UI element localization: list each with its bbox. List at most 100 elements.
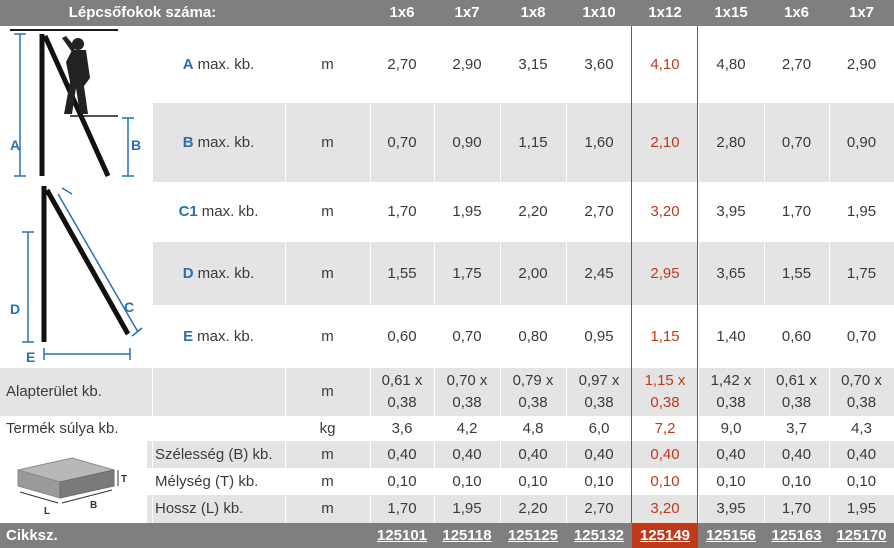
value-cell: 1,70 xyxy=(370,495,434,523)
dimension-label-b: B xyxy=(131,137,141,153)
ladder-illustration-bottom: C D E xyxy=(0,182,152,368)
value-cell: 3,95 xyxy=(698,182,764,242)
dimension-label-e: E xyxy=(26,349,35,365)
article-number-link[interactable]: 125132 xyxy=(566,523,632,548)
row-label-c1: C1 max. kb. xyxy=(152,182,285,242)
value-cell: 2,95 xyxy=(632,242,698,305)
area-value: 0,70 x 0,38 xyxy=(447,370,488,414)
value-cell: 0,61 x 0,38 xyxy=(370,368,434,416)
article-number-link[interactable]: 125170 xyxy=(829,523,894,548)
dimension-letter: D xyxy=(182,264,194,282)
dimension-letter: E xyxy=(183,327,194,345)
value-cell: 1,95 xyxy=(829,182,894,242)
row-label-text: max. kb. xyxy=(197,264,255,282)
row-label-text: max. kb. xyxy=(197,327,254,345)
area-value: 0,61 x 0,38 xyxy=(776,370,817,414)
article-number-link[interactable]: 125156 xyxy=(698,523,764,548)
value-cell: 2,70 xyxy=(370,26,434,103)
value-cell: 0,10 xyxy=(764,468,829,495)
value-cell: 1,40 xyxy=(698,305,764,368)
value-cell: 3,95 xyxy=(698,495,764,523)
box-label-t: T xyxy=(121,474,127,485)
row-label-area: Alapterület kb. xyxy=(0,368,285,416)
value-cell: 0,95 xyxy=(566,305,632,368)
area-value: 0,70 x 0,38 xyxy=(841,370,882,414)
dimension-label-d: D xyxy=(10,301,20,317)
area-value: 1,15 x 0,38 xyxy=(645,370,686,414)
area-value-line2: 0,38 xyxy=(650,394,680,411)
value-cell: 0,70 xyxy=(370,103,434,182)
value-cell: 4,10 xyxy=(632,26,698,103)
value-cell: 4,3 xyxy=(829,416,894,441)
column-header: 1x12 xyxy=(632,0,698,26)
value-cell: 2,45 xyxy=(566,242,632,305)
package-box-diagram: T L B xyxy=(17,457,127,517)
article-number-link[interactable]: 125163 xyxy=(764,523,829,548)
value-cell: 1,95 xyxy=(434,495,500,523)
area-value-line2: 0,38 xyxy=(716,394,746,411)
value-cell: 4,2 xyxy=(434,416,500,441)
area-value-line2: 0,38 xyxy=(781,394,812,411)
value-cell: 0,40 xyxy=(829,441,894,468)
value-cell: 1,15 xyxy=(500,103,566,182)
dimension-letter: B xyxy=(182,133,194,151)
value-cell: 0,10 xyxy=(370,468,434,495)
value-cell: 0,97 x 0,38 xyxy=(566,368,632,416)
row-label-length: Hossz (L) kb. xyxy=(147,495,285,523)
column-separator xyxy=(698,26,699,523)
article-number-link[interactable]: 125118 xyxy=(434,523,500,548)
column-header: 1x10 xyxy=(566,0,632,26)
value-cell: 1,15 xyxy=(632,305,698,368)
value-cell: 0,80 xyxy=(500,305,566,368)
column-header: 1x15 xyxy=(698,0,764,26)
value-cell: 0,60 xyxy=(370,305,434,368)
value-cell: 2,20 xyxy=(500,182,566,242)
row-unit: m xyxy=(285,368,370,416)
article-number-link[interactable]: 125125 xyxy=(500,523,566,548)
area-value: 1,42 x 0,38 xyxy=(711,370,752,414)
value-cell: 2,70 xyxy=(566,182,632,242)
row-unit: kg xyxy=(285,416,370,441)
area-value: 0,61 x 0,38 xyxy=(382,370,423,414)
article-number-link[interactable]: 125101 xyxy=(370,523,434,548)
value-cell: 0,60 xyxy=(764,305,829,368)
header-title: Lépcsőfokok száma: xyxy=(0,0,285,26)
dimension-letter: C1 xyxy=(178,203,198,220)
column-header: 1x7 xyxy=(434,0,500,26)
article-unit-empty xyxy=(285,523,370,548)
row-unit: m xyxy=(285,182,370,242)
value-cell: 2,90 xyxy=(434,26,500,103)
value-cell: 0,40 xyxy=(764,441,829,468)
column-separator xyxy=(829,26,830,523)
row-unit: m xyxy=(285,495,370,523)
value-cell: 1,75 xyxy=(434,242,500,305)
article-number-label: Cikksz. xyxy=(0,523,285,548)
area-value-line1: 0,61 x xyxy=(381,372,423,389)
row-label-text: max. kb. xyxy=(197,133,255,151)
row-unit: m xyxy=(285,441,370,468)
dimension-letter: A xyxy=(182,55,194,73)
column-separator xyxy=(434,26,435,523)
value-cell: 4,80 xyxy=(698,26,764,103)
value-cell: 6,0 xyxy=(566,416,632,441)
value-cell: 1,70 xyxy=(370,182,434,242)
article-number-link[interactable]: 125149 xyxy=(632,523,698,548)
row-label-text: max. kb. xyxy=(201,203,259,220)
value-cell: 0,70 xyxy=(764,103,829,182)
value-cell: 2,10 xyxy=(632,103,698,182)
dimension-label-a: A xyxy=(10,137,20,153)
row-unit: m xyxy=(285,26,370,103)
area-value-line2: 0,38 xyxy=(518,394,548,411)
column-header: 1x6 xyxy=(764,0,829,26)
value-cell: 2,80 xyxy=(698,103,764,182)
area-value-line2: 0,38 xyxy=(846,394,877,411)
box-label-b: B xyxy=(90,500,97,511)
value-cell: 3,15 xyxy=(500,26,566,103)
value-cell: 3,7 xyxy=(764,416,829,441)
value-cell: 0,70 x 0,38 xyxy=(434,368,500,416)
value-cell: 7,2 xyxy=(632,416,698,441)
column-header: 1x8 xyxy=(500,0,566,26)
area-value-line1: 0,79 x xyxy=(512,372,554,389)
value-cell: 0,79 x 0,38 xyxy=(500,368,566,416)
